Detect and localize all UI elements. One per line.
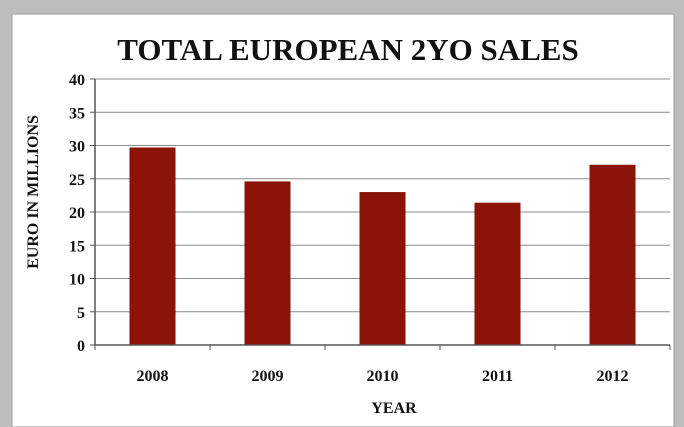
bar-2008 (129, 147, 176, 345)
x-tick-label: 2008 (137, 368, 169, 385)
y-axis-label: EURO IN MILLIONS (25, 115, 42, 269)
x-tick-labels: 2008 2009 2010 2011 2012 (137, 368, 629, 385)
x-tick-label: 2012 (597, 368, 629, 385)
x-tick-label: 2011 (482, 368, 513, 385)
y-tick-label: 20 (69, 205, 85, 222)
x-axis-label: YEAR (371, 400, 417, 417)
y-tick-label: 10 (69, 272, 85, 289)
y-tick-label: 5 (77, 305, 85, 322)
y-tick-label: 0 (77, 338, 85, 355)
y-tick-labels: 0 5 10 15 20 25 30 35 40 (69, 72, 85, 355)
x-tick-label: 2009 (252, 368, 284, 385)
y-tick-label: 15 (69, 238, 85, 255)
y-tick-label: 25 (69, 172, 85, 189)
y-tick-label: 30 (69, 139, 85, 156)
chart-panel (11, 13, 675, 427)
chart-title: TOTAL EUROPEAN 2YO SALES (117, 32, 578, 67)
bar-2012 (589, 164, 636, 345)
bar-2009 (244, 181, 291, 345)
x-tick-label: 2010 (367, 368, 399, 385)
y-tick-label: 40 (69, 72, 85, 89)
y-tick-label: 35 (69, 105, 85, 122)
bars (129, 147, 636, 345)
bar-2010 (359, 192, 406, 345)
bar-2011 (474, 202, 521, 345)
